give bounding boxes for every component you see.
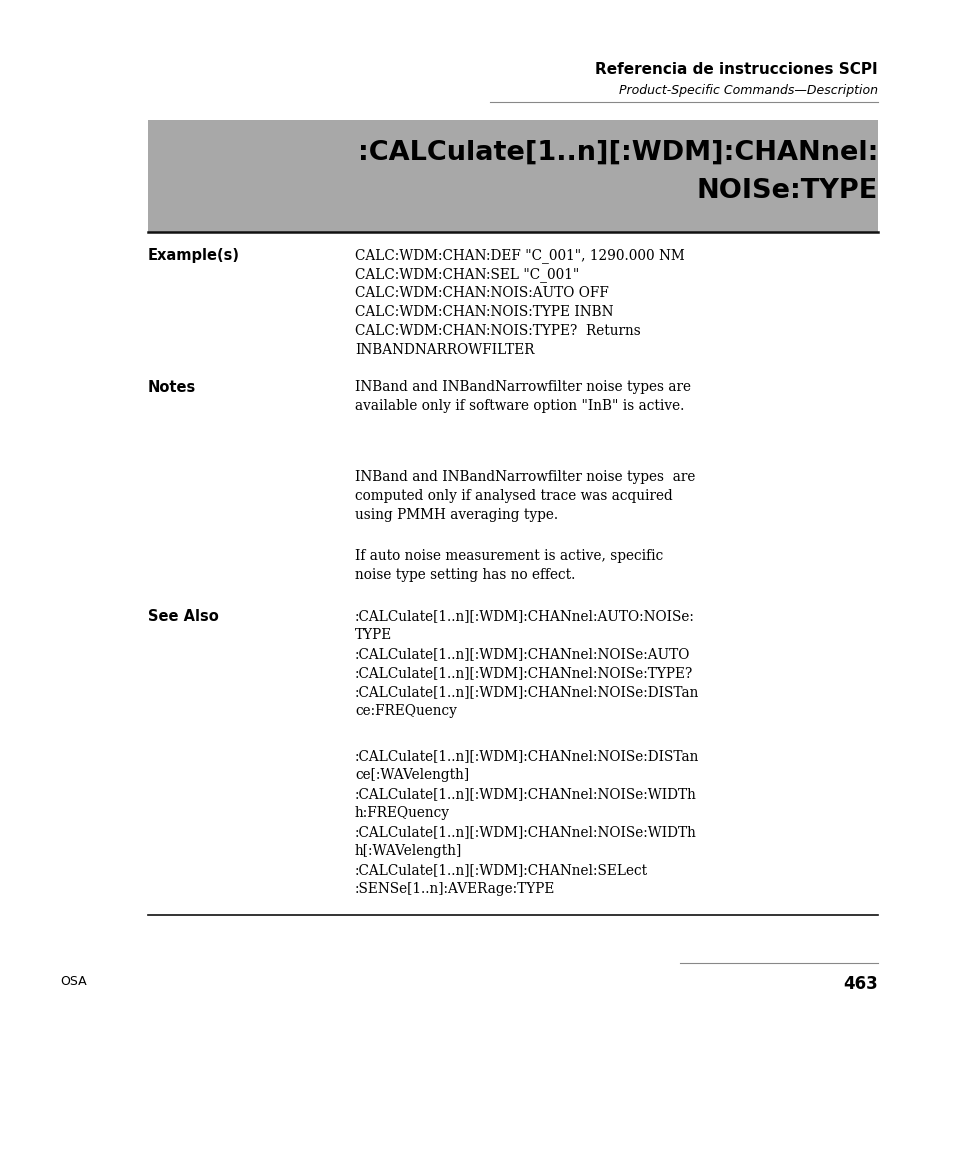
Text: computed only if analysed trace was acquired: computed only if analysed trace was acqu… — [355, 489, 672, 503]
Text: Notes: Notes — [148, 380, 196, 395]
Text: noise type setting has no effect.: noise type setting has no effect. — [355, 568, 575, 582]
Text: :CALCulate[1..n][:WDM]:CHANnel:NOISe:TYPE?: :CALCulate[1..n][:WDM]:CHANnel:NOISe:TYP… — [355, 666, 693, 680]
Text: CALC:WDM:CHAN:DEF "C_001", 1290.000 NM: CALC:WDM:CHAN:DEF "C_001", 1290.000 NM — [355, 248, 684, 263]
Text: INBand and INBandNarrowfilter noise types are: INBand and INBandNarrowfilter noise type… — [355, 380, 690, 394]
Text: h[:WAVelength]: h[:WAVelength] — [355, 844, 462, 858]
Text: :CALCulate[1..n][:WDM]:CHANnel:NOISe:DISTan: :CALCulate[1..n][:WDM]:CHANnel:NOISe:DIS… — [355, 685, 699, 699]
Text: :CALCulate[1..n][:WDM]:CHANnel:AUTO:NOISe:: :CALCulate[1..n][:WDM]:CHANnel:AUTO:NOIS… — [355, 608, 694, 624]
Text: NOISe:TYPE: NOISe:TYPE — [696, 178, 877, 204]
Text: Referencia de instrucciones SCPI: Referencia de instrucciones SCPI — [595, 61, 877, 76]
Text: TYPE: TYPE — [355, 628, 392, 642]
Text: :SENSe[1..n]:AVERage:TYPE: :SENSe[1..n]:AVERage:TYPE — [355, 882, 555, 896]
Text: ce[:WAVelength]: ce[:WAVelength] — [355, 768, 469, 782]
Text: CALC:WDM:CHAN:NOIS:AUTO OFF: CALC:WDM:CHAN:NOIS:AUTO OFF — [355, 286, 608, 300]
Text: using PMMH averaging type.: using PMMH averaging type. — [355, 508, 558, 522]
Text: available only if software option "InB" is active.: available only if software option "InB" … — [355, 399, 683, 413]
Text: INBANDNARROWFILTER: INBANDNARROWFILTER — [355, 343, 534, 357]
Text: h:FREQuency: h:FREQuency — [355, 806, 450, 821]
Text: :CALCulate[1..n][:WDM]:CHANnel:NOISe:WIDTh: :CALCulate[1..n][:WDM]:CHANnel:NOISe:WID… — [355, 825, 696, 839]
Text: OSA: OSA — [60, 975, 87, 987]
Text: 463: 463 — [842, 975, 877, 993]
Text: :CALCulate[1..n][:WDM]:CHANnel:NOISe:DISTan: :CALCulate[1..n][:WDM]:CHANnel:NOISe:DIS… — [355, 749, 699, 763]
Text: If auto noise measurement is active, specific: If auto noise measurement is active, spe… — [355, 549, 662, 563]
Text: Product-Specific Commands—Description: Product-Specific Commands—Description — [618, 83, 877, 97]
Text: :CALCulate[1..n][:WDM]:CHANnel:SELect: :CALCulate[1..n][:WDM]:CHANnel:SELect — [355, 863, 647, 877]
Text: CALC:WDM:CHAN:NOIS:TYPE?  Returns: CALC:WDM:CHAN:NOIS:TYPE? Returns — [355, 325, 640, 338]
Text: CALC:WDM:CHAN:SEL "C_001": CALC:WDM:CHAN:SEL "C_001" — [355, 267, 578, 282]
Text: ce:FREQuency: ce:FREQuency — [355, 704, 456, 717]
Text: :CALCulate[1..n][:WDM]:CHANnel:NOISe:AUTO: :CALCulate[1..n][:WDM]:CHANnel:NOISe:AUT… — [355, 647, 690, 661]
Text: Example(s): Example(s) — [148, 248, 240, 263]
Text: :CALCulate[1..n][:WDM]:CHANnel:: :CALCulate[1..n][:WDM]:CHANnel: — [357, 140, 877, 166]
Text: INBand and INBandNarrowfilter noise types  are: INBand and INBandNarrowfilter noise type… — [355, 471, 695, 484]
Bar — [148, 121, 877, 232]
Text: :CALCulate[1..n][:WDM]:CHANnel:NOISe:WIDTh: :CALCulate[1..n][:WDM]:CHANnel:NOISe:WID… — [355, 787, 696, 801]
Text: See Also: See Also — [148, 608, 218, 624]
Text: CALC:WDM:CHAN:NOIS:TYPE INBN: CALC:WDM:CHAN:NOIS:TYPE INBN — [355, 305, 613, 319]
